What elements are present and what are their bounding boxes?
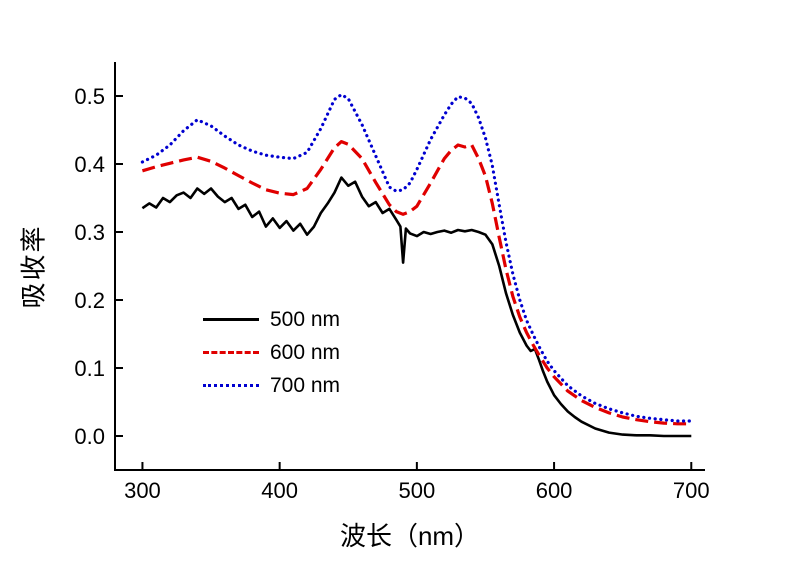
legend-entry-600nm: 600 nm (203, 336, 340, 369)
legend-label-500nm: 500 nm (270, 307, 341, 331)
svg-text:0.1: 0.1 (74, 356, 105, 381)
legend-label-600nm: 600 nm (270, 340, 341, 364)
legend-line-dashed-icon (203, 351, 259, 354)
svg-text:0.3: 0.3 (74, 220, 105, 245)
svg-text:0.2: 0.2 (74, 288, 105, 313)
svg-text:700: 700 (673, 478, 710, 503)
legend-label-700nm: 700 nm (270, 373, 341, 397)
svg-text:0.4: 0.4 (74, 152, 105, 177)
svg-text:600: 600 (536, 478, 573, 503)
x-axis-label: 波长（nm） (339, 521, 481, 551)
legend-line-solid-icon (203, 318, 259, 321)
chart-legend: 500 nm 600 nm 700 nm (203, 303, 340, 402)
legend-line-dotted-icon (203, 384, 259, 387)
y-axis-label: 吸收率 (18, 223, 49, 309)
svg-text:300: 300 (124, 478, 161, 503)
svg-text:400: 400 (261, 478, 298, 503)
svg-text:0.0: 0.0 (74, 424, 105, 449)
legend-entry-500nm: 500 nm (203, 303, 340, 336)
y-axis-label-wrap: 吸收率 (10, 62, 54, 470)
legend-entry-700nm: 700 nm (203, 369, 340, 402)
svg-text:500: 500 (399, 478, 436, 503)
svg-text:0.5: 0.5 (74, 84, 105, 109)
